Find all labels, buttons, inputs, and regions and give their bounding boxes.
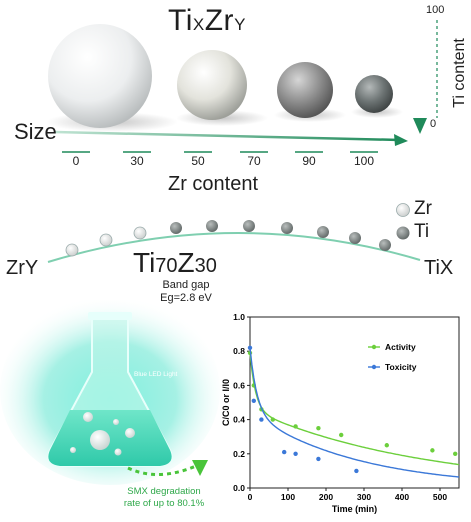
arc-dot-zr: [133, 226, 147, 240]
catalyst-particle: [70, 447, 76, 453]
legend-ti-dot: [396, 226, 410, 240]
x-tick-label: 400: [395, 492, 409, 502]
x-tick-label: 300: [357, 492, 371, 502]
data-point-toxicity: [316, 456, 321, 462]
sphere-ti-rich: [355, 75, 393, 113]
ti-content-label: Ti content: [451, 38, 468, 108]
dashed-arrow-head: [192, 460, 208, 476]
data-point-toxicity: [251, 398, 256, 403]
dashed-arrow: [127, 464, 197, 477]
y-tick-label: 0.2: [233, 449, 245, 459]
zr-content-label: Zr content: [168, 173, 259, 195]
legend-ti-label: Ti: [414, 221, 430, 242]
x-tick-label: 0: [248, 492, 253, 502]
diagram-title: TiXZrY: [168, 4, 246, 37]
fit-curve-toxicity: [249, 347, 460, 478]
y-tick-label: 1.0: [233, 312, 245, 322]
legend-marker-toxicity: [371, 364, 377, 370]
arc-dot-zr: [65, 243, 79, 257]
ti-content-arrow-head: [413, 118, 427, 134]
zr-tick-label: 90: [302, 154, 316, 168]
zr-tick-label: 70: [247, 154, 261, 168]
zr-tick-label: 100: [353, 154, 375, 168]
plot-frame: [249, 316, 460, 489]
catalyst-particle: [83, 412, 93, 422]
degradation-line-2: rate of up to 80.1%: [123, 498, 205, 509]
data-point-toxicity: [259, 417, 264, 422]
composition-arc: [47, 203, 421, 263]
arc-dot-ti: [243, 220, 255, 232]
data-point-toxicity: [293, 451, 298, 456]
zr-tick-label: 50: [191, 154, 205, 168]
legend-marker-activity: [371, 344, 377, 350]
legend-zr-label: Zr: [414, 198, 432, 219]
degradation-chart: 0.0 0.2 0.4 0.6 0.8 1.0 0 100 200 300 400 500 Time (…: [221, 312, 460, 514]
sphere-zr-rich: [48, 24, 152, 128]
arc-dot-ti: [379, 239, 391, 251]
x-tick-label: 100: [281, 492, 295, 502]
optimal-composition-label: Ti70Z30: [133, 247, 217, 278]
arc-dot-ti: [170, 222, 182, 234]
y-tick-label: 0.6: [233, 380, 245, 390]
band-gap-label: Band gap: [162, 279, 210, 291]
arc-dot-ti: [317, 226, 329, 238]
y-tick-label: 0.0: [233, 483, 245, 493]
tix-end-label: TiX: [424, 257, 454, 279]
size-spheres-panel: [46, 10, 438, 153]
data-point-activity: [384, 443, 389, 448]
ti-bottom-tick: 0: [430, 118, 437, 130]
arc-line: [47, 232, 421, 263]
band-gap-value: Eg=2.8 eV: [160, 292, 212, 304]
catalyst-particle: [90, 430, 110, 450]
x-tick-label: 500: [433, 492, 447, 502]
data-point-activity: [339, 432, 344, 438]
data-point-activity: [453, 451, 458, 456]
arc-dot-ti: [206, 220, 218, 232]
degradation-line-1: SMX degradation: [127, 486, 201, 497]
data-point-toxicity: [282, 449, 287, 455]
zr-tick-label: 30: [130, 154, 144, 168]
data-point-activity: [293, 424, 298, 429]
size-arrow: [54, 130, 401, 142]
catalyst-particle: [113, 419, 119, 425]
size-axis-label: Size: [14, 119, 57, 144]
data-point-activity: [270, 417, 275, 422]
degradation-text: SMX degradation rate of up to 80.1%: [104, 486, 224, 510]
legend-label-toxicity: Toxicity: [385, 362, 417, 372]
arc-dot-ti: [349, 232, 361, 244]
led-light-label: Blue LED Light: [134, 371, 178, 378]
data-point-toxicity: [354, 468, 359, 474]
photocatalysis-flask: [0, 300, 220, 485]
y-tick-label: 0.4: [233, 415, 245, 425]
flask-rim: [88, 312, 132, 320]
flask-liquid: [48, 410, 172, 466]
fit-curve-activity: [249, 352, 460, 466]
x-axis-label: Time (min): [332, 504, 377, 514]
catalyst-particle: [125, 428, 135, 438]
y-tick-label: 0.8: [233, 346, 245, 356]
data-point-toxicity: [247, 345, 253, 350]
catalyst-particle: [114, 448, 122, 456]
sphere-small: [277, 62, 333, 118]
zr-tick-label: 0: [72, 154, 80, 168]
data-point-activity: [430, 448, 435, 453]
zry-end-label: ZrY: [6, 257, 39, 279]
size-arrow-head: [394, 134, 408, 146]
x-tick-label: 200: [319, 492, 333, 502]
legend-zr-dot: [396, 203, 410, 217]
y-axis-label: C/C0 or I/I0: [221, 379, 231, 426]
arc-dot-ti: [281, 222, 293, 234]
arc-dot-zr: [99, 233, 113, 247]
sphere-medium: [177, 50, 247, 120]
legend-label-activity: Activity: [385, 342, 416, 352]
ti-top-tick: 100: [426, 4, 445, 16]
data-point-activity: [316, 425, 321, 431]
